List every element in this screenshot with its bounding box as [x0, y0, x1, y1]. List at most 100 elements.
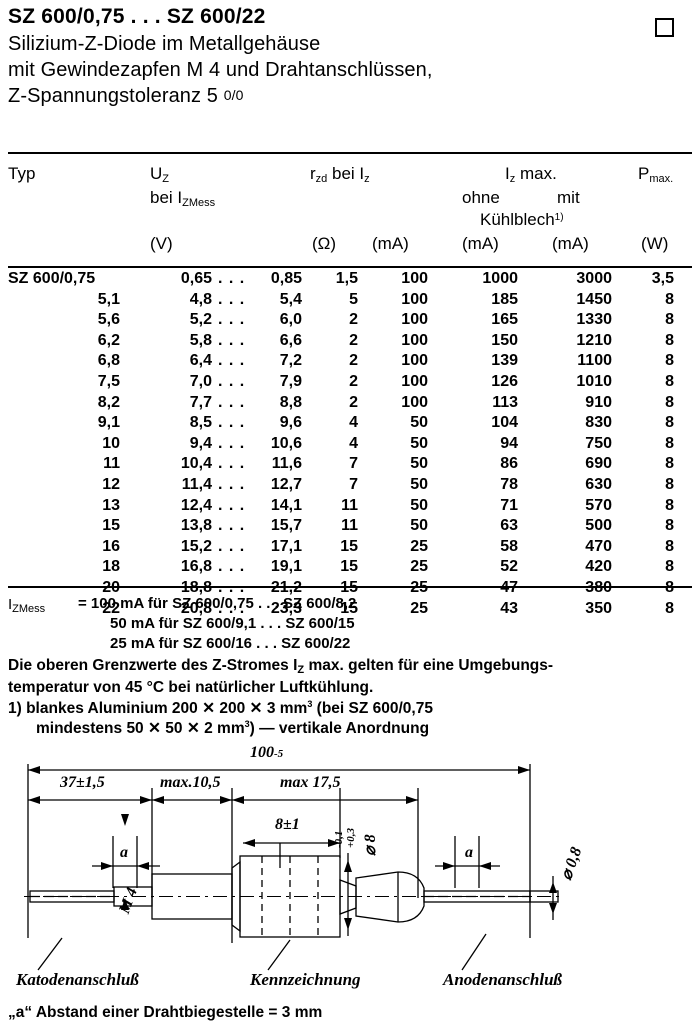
cell-typ: 8,2	[97, 393, 120, 411]
cell-typ: 6,2	[97, 331, 120, 349]
cell-rzd: 11	[341, 496, 358, 514]
cell-rzd: 2	[349, 393, 358, 411]
cell-typ: 6,8	[97, 352, 120, 370]
cell-rzd: 4	[349, 414, 358, 432]
cell-pmax: 8	[665, 331, 674, 349]
cell-uz-min: 13,8	[180, 517, 212, 535]
cell-iz-max-ohne: 113	[492, 393, 518, 411]
izmess-line-3: 25 mA für SZ 600/16 . . . SZ 600/22	[110, 635, 351, 652]
cell-uz-min: 11,4	[181, 475, 212, 493]
cell-pmax: 8	[640, 579, 674, 597]
cell-rzd: 2	[349, 352, 358, 370]
caption-cathode: Katodenanschluß	[16, 970, 139, 989]
cell-dots: . . .	[218, 558, 246, 576]
cell-iz-max-mit: 350	[585, 599, 612, 617]
table-row: 22 20,8 . . . 23,3 15 25 43 350 8	[0, 600, 700, 621]
cell-iz-max-mit: 3000	[576, 270, 612, 287]
cell-iz: 50	[410, 475, 428, 493]
table-row: 10 9,4 . . . 10,6 4 50 94 750 8	[0, 435, 700, 456]
cell-pmax: 8	[665, 475, 674, 493]
cell-pmax: 8	[665, 537, 674, 555]
cell-iz-max-ohne: 185	[491, 290, 518, 308]
cell-pmax: 8	[665, 496, 674, 514]
cell-iz-max-mit: 470	[585, 537, 612, 555]
cell-iz: 25	[410, 558, 428, 576]
desc-line-2: mit Gewindezapfen M 4 und Drahtanschlüss…	[8, 58, 433, 81]
cell-pmax: 8	[665, 372, 674, 390]
cell-uz-max: 9,6	[279, 414, 302, 432]
cell-iz-max-mit: 570	[585, 496, 612, 514]
col-unit-watt: (W)	[641, 234, 669, 253]
cell-uz-min: 6,4	[189, 352, 212, 370]
cell-iz-max-mit: 630	[585, 475, 612, 493]
table-header: Typ UZ bei IZMess (V) rzd bei Iz (Ω) (mA…	[0, 158, 700, 258]
cell-pmax: 8	[665, 290, 674, 308]
cell-uz-max: 6,0	[279, 311, 302, 329]
cell-iz-max-ohne: 43	[500, 599, 518, 617]
cell-dots: . . .	[218, 434, 246, 452]
dim-mid-label: max.10,5	[160, 774, 221, 791]
cell-iz: 100	[401, 372, 428, 390]
cell-uz-min: 5,2	[189, 311, 212, 329]
cell-iz-max-mit: 1100	[577, 352, 612, 370]
cell-iz: 25	[382, 579, 428, 597]
cell-dots: . . .	[218, 414, 246, 432]
table-row: 5,6 5,2 . . . 6,0 2 100 165 1330 8	[0, 311, 700, 332]
cell-iz-max-ohne: 78	[500, 475, 518, 493]
percent-symbol: 0/0	[223, 87, 244, 103]
cell-dots: . . .	[218, 496, 246, 514]
table-row: 6,8 6,4 . . . 7,2 2 100 139 1100 8	[0, 352, 700, 373]
cell-uz-max: 7,9	[279, 372, 302, 390]
cell-rzd: 5	[349, 290, 358, 308]
cell-pmax: 8	[665, 414, 674, 432]
table-row: 8,2 7,7 . . . 8,8 2 100 113 910 8	[0, 394, 700, 415]
cell-iz: 25	[410, 537, 428, 555]
cell-uz-min: 15,2	[180, 537, 212, 555]
drawing-svg	[24, 764, 562, 971]
cell-iz-max-mit: 1210	[576, 331, 612, 349]
cell-typ: SZ 600/0,75	[8, 270, 96, 287]
cell-typ: 16	[102, 537, 120, 555]
table-row: 16 15,2 . . . 17,1 15 25 58 470 8	[0, 538, 700, 559]
col-header-typ: Typ	[8, 164, 36, 183]
cell-iz-max-ohne: 150	[491, 331, 518, 349]
cell-typ: 5,1	[97, 290, 120, 308]
cell-iz-max-ohne: 139	[491, 352, 518, 370]
dim-diameter-body-tol-dn: -0,1	[333, 830, 345, 848]
cell-dots: . . .	[218, 331, 246, 349]
table-row: 6,2 5,8 . . . 6,6 2 100 150 1210 8	[0, 332, 700, 353]
table-header-rule	[8, 266, 692, 268]
desc-line-3: Z-Spannungstoleranz 5 0/0	[8, 85, 244, 107]
col-header-kuehlblech: Kühlblech1)	[480, 210, 564, 229]
cell-pmax: 8	[665, 599, 674, 617]
cell-dots: . . .	[218, 475, 246, 493]
cell-uz-max: 10,6	[270, 434, 302, 452]
cell-rzd: 2	[349, 311, 358, 329]
cell-typ: 5,6	[97, 311, 120, 329]
dim-body-label: 8±1	[275, 816, 300, 833]
cell-pmax: 8	[665, 517, 674, 535]
col-header-uz-sub: bei IZMess	[150, 188, 216, 209]
cell-iz-max-mit: 830	[585, 414, 612, 432]
cell-uz-min: 10,4	[180, 455, 212, 473]
cell-pmax: 8	[665, 455, 674, 473]
col-header-mit: mit	[557, 188, 580, 207]
table-row: 11 10,4 . . . 11,6 7 50 86 690 8	[0, 455, 700, 476]
dim-a-right-label: a	[465, 844, 473, 861]
cell-iz: 50	[410, 434, 428, 452]
caption-marking: Kennzeichnung	[250, 970, 361, 989]
cell-dots: . . .	[218, 270, 246, 287]
cell-iz: 50	[410, 455, 428, 473]
table-row: 18 16,8 . . . 19,1 15 25 52 420 8	[0, 558, 700, 579]
cell-rzd: 1,5	[335, 270, 358, 287]
col-header-ohne: ohne	[462, 188, 500, 207]
cell-iz: 50	[410, 496, 428, 514]
cell-iz-max-ohne: 165	[491, 311, 518, 329]
cell-iz: 25	[410, 599, 428, 617]
cell-typ: 9,1	[97, 414, 120, 432]
cell-pmax: 8	[665, 434, 674, 452]
table-body: SZ 600/0,75 0,65 . . . 0,85 1,5 100 1000 3000 3,…	[0, 270, 700, 620]
cell-uz-max: 6,6	[279, 331, 302, 349]
cell-pmax: 3,5	[651, 270, 674, 287]
